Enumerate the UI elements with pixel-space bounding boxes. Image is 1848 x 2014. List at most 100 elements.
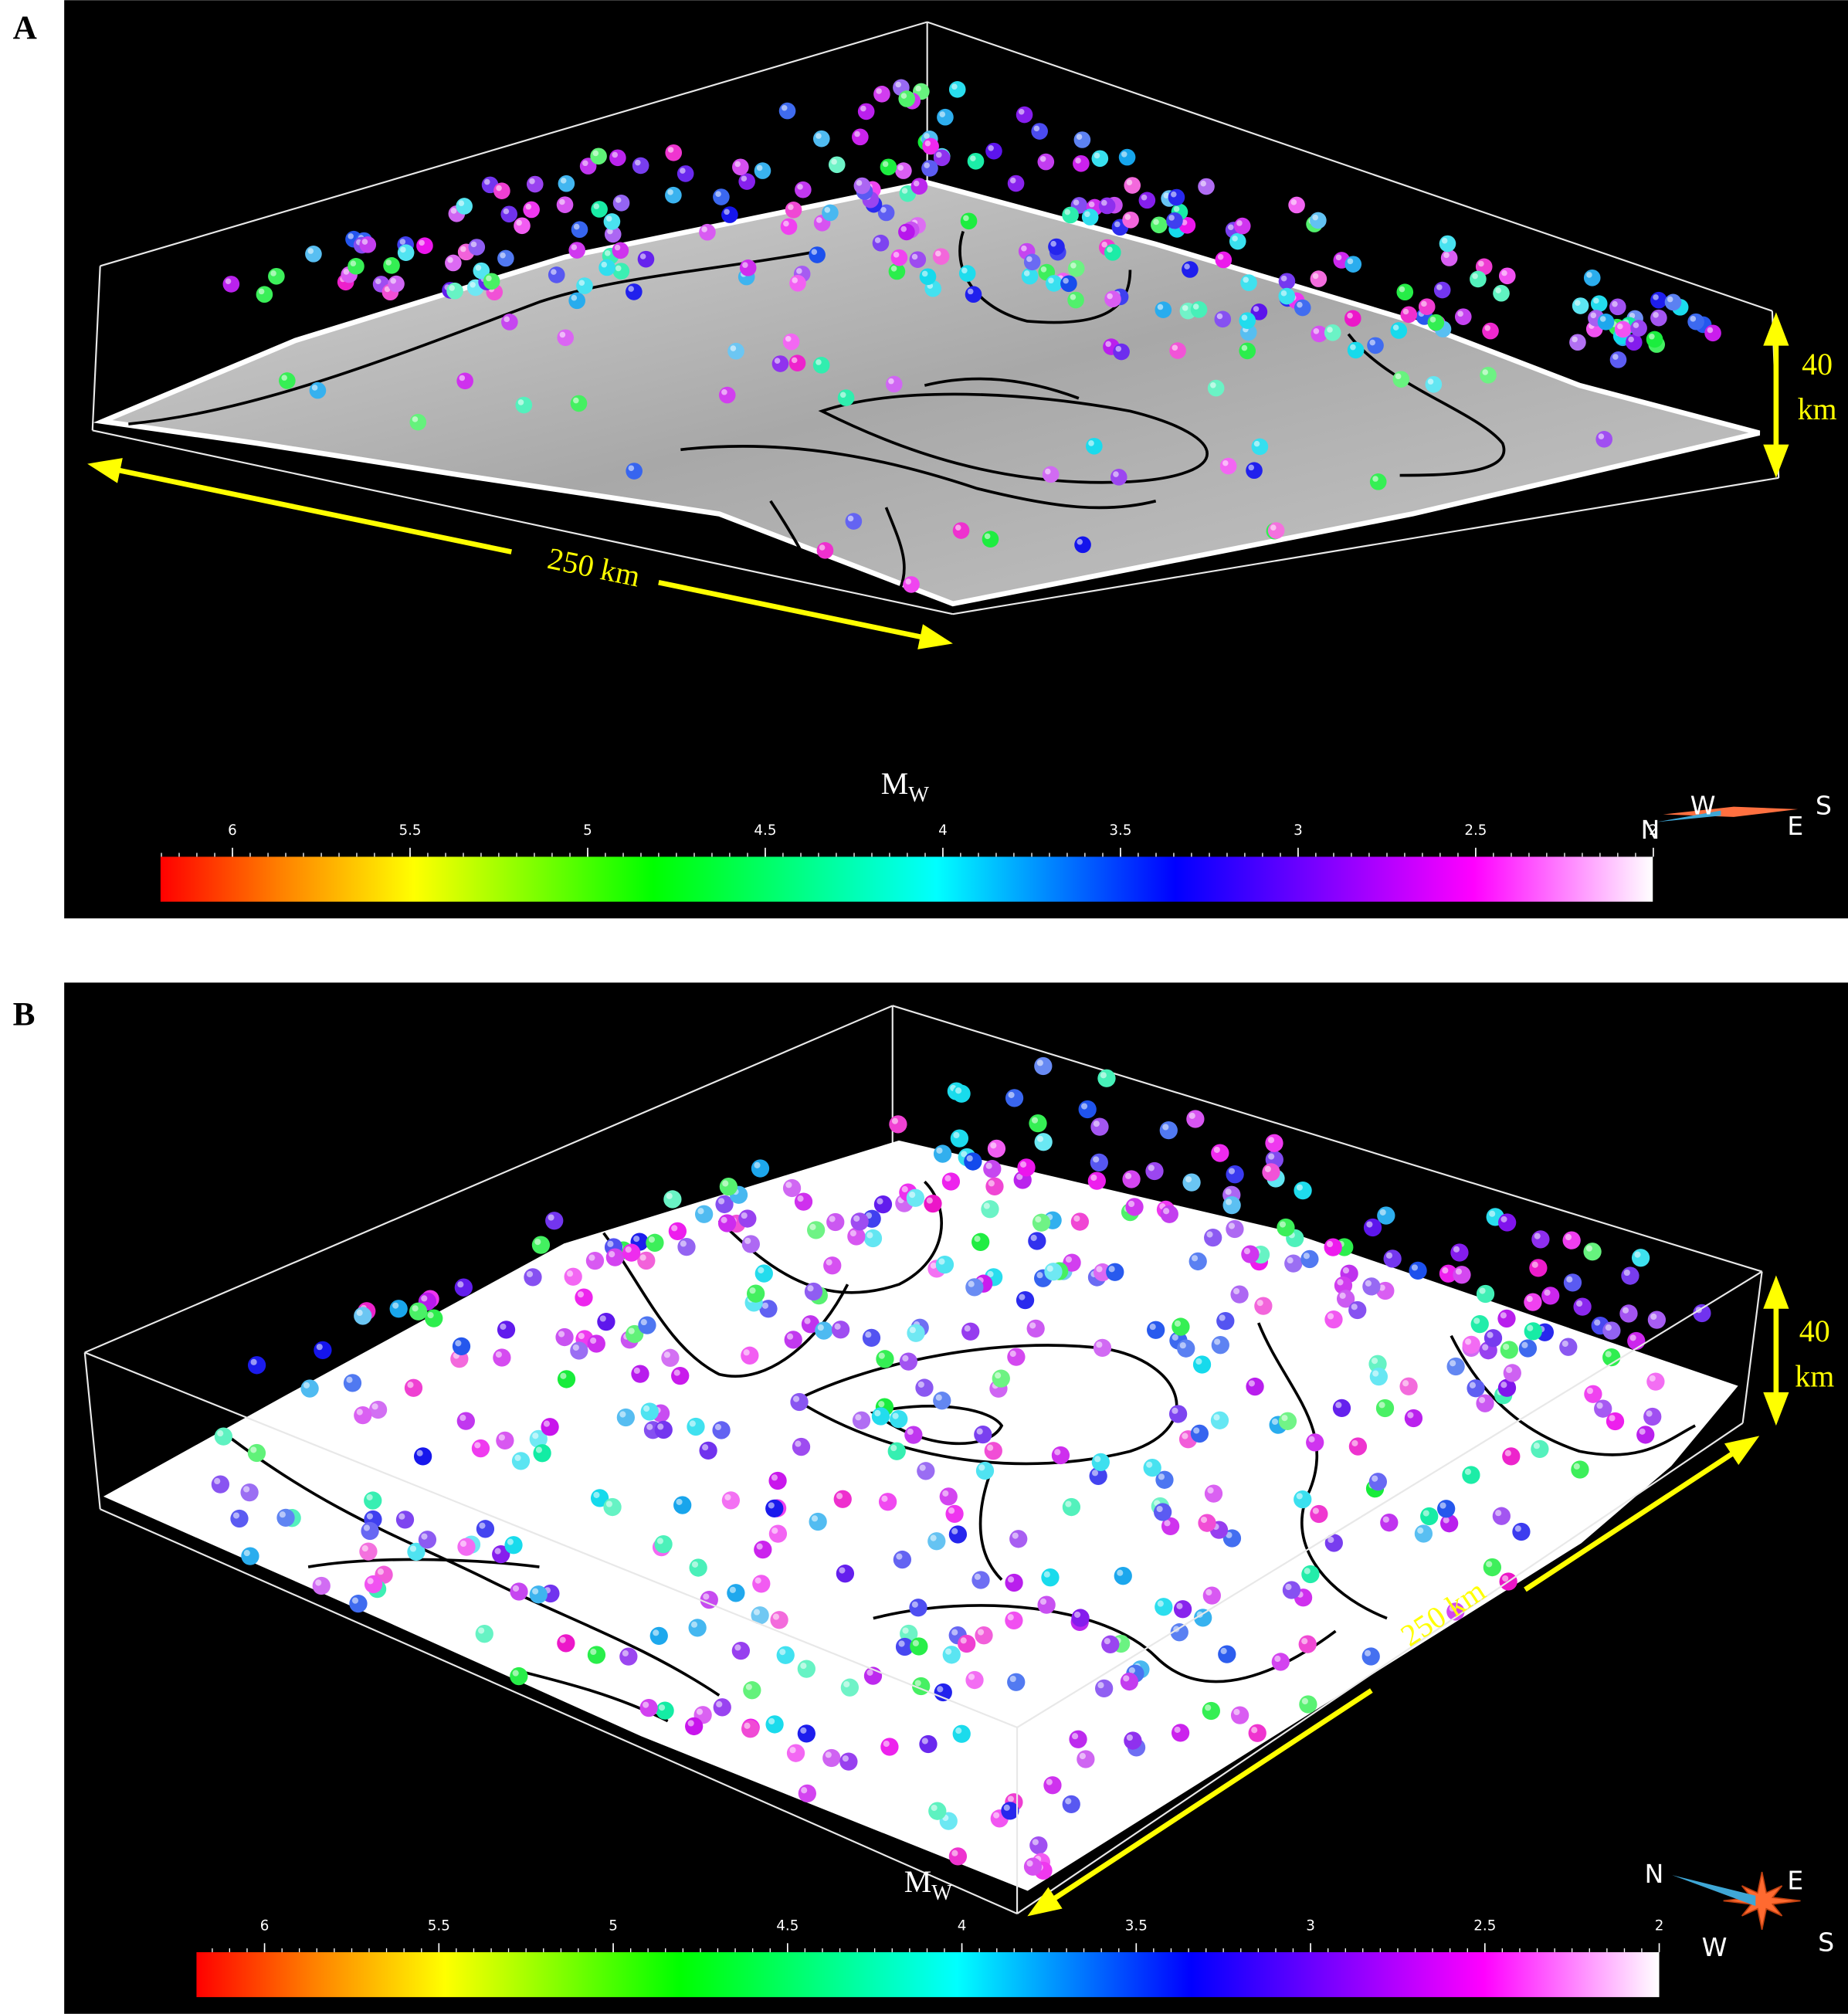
event-sphere bbox=[1097, 1069, 1116, 1087]
sphere-highlight bbox=[901, 188, 908, 194]
topography-surface bbox=[103, 1140, 1738, 1891]
sphere-highlight bbox=[258, 288, 265, 295]
sphere-highlight bbox=[1271, 1418, 1279, 1426]
sphere-highlight bbox=[1364, 1650, 1372, 1656]
sphere-highlight bbox=[1421, 300, 1427, 307]
event-sphere bbox=[354, 1307, 372, 1325]
event-sphere bbox=[919, 268, 937, 286]
sphere-highlight bbox=[967, 288, 974, 295]
sphere-highlight bbox=[1182, 305, 1188, 311]
sphere-highlight bbox=[797, 184, 803, 190]
event-sphere bbox=[985, 142, 1002, 160]
sphere-highlight bbox=[1598, 433, 1605, 439]
sphere-highlight bbox=[849, 1229, 856, 1237]
sphere-highlight bbox=[1179, 1342, 1186, 1349]
sphere-highlight bbox=[742, 262, 748, 268]
event-sphere bbox=[1071, 1609, 1090, 1627]
event-sphere bbox=[958, 1634, 976, 1653]
sphere-highlight bbox=[1217, 253, 1224, 260]
sphere-highlight bbox=[458, 200, 465, 206]
colorbar-tick-label: 3 bbox=[1294, 822, 1303, 839]
sphere-highlight bbox=[1544, 1289, 1551, 1296]
event-sphere bbox=[1188, 1252, 1207, 1271]
event-sphere bbox=[1171, 1724, 1190, 1742]
sphere-highlight bbox=[976, 1428, 983, 1435]
sphere-highlight bbox=[366, 1513, 374, 1520]
sphere-highlight bbox=[663, 1351, 670, 1358]
sphere-highlight bbox=[1079, 1752, 1086, 1760]
sphere-highlight bbox=[483, 178, 490, 185]
sphere-highlight bbox=[1379, 1209, 1386, 1216]
event-sphere bbox=[792, 1437, 811, 1456]
event-sphere bbox=[1584, 1385, 1602, 1403]
sphere-highlight bbox=[1264, 1165, 1271, 1172]
sphere-highlight bbox=[1222, 459, 1229, 466]
sphere-highlight bbox=[1088, 440, 1094, 446]
sphere-highlight bbox=[1328, 1536, 1334, 1544]
sphere-highlight bbox=[363, 1524, 371, 1531]
sphere-highlight bbox=[1639, 1428, 1646, 1435]
event-sphere bbox=[815, 1321, 833, 1340]
event-sphere bbox=[784, 1331, 802, 1349]
sphere-highlight bbox=[1146, 1461, 1153, 1468]
event-sphere bbox=[1627, 1331, 1646, 1351]
event-sphere bbox=[1440, 249, 1458, 266]
event-sphere bbox=[910, 178, 928, 195]
event-sphere bbox=[924, 1194, 942, 1213]
sphere-highlight bbox=[625, 1246, 632, 1253]
event-sphere bbox=[1630, 320, 1647, 337]
sphere-highlight bbox=[715, 191, 721, 197]
sphere-highlight bbox=[1285, 1583, 1292, 1591]
event-sphere bbox=[713, 188, 730, 205]
event-sphere bbox=[1646, 1372, 1665, 1391]
event-sphere bbox=[1190, 301, 1208, 318]
event-sphere bbox=[794, 1192, 813, 1211]
event-sphere bbox=[909, 251, 927, 268]
event-sphere bbox=[1619, 1304, 1638, 1323]
event-sphere bbox=[663, 1190, 682, 1209]
event-sphere bbox=[631, 1365, 649, 1383]
event-sphere bbox=[1229, 232, 1246, 250]
sphere-highlight bbox=[615, 265, 622, 272]
contour-line bbox=[1450, 1334, 1696, 1456]
depth-scale-label: 40 bbox=[1799, 1314, 1830, 1348]
event-sphere bbox=[982, 531, 999, 548]
event-sphere bbox=[873, 1195, 893, 1214]
event-sphere bbox=[857, 103, 875, 120]
event-sphere bbox=[952, 522, 970, 539]
sphere-highlight bbox=[1290, 199, 1297, 205]
event-sphere bbox=[1439, 235, 1456, 253]
event-sphere bbox=[1437, 1500, 1456, 1518]
event-sphere bbox=[1294, 299, 1311, 317]
sphere-highlight bbox=[936, 151, 942, 158]
sphere-highlight bbox=[987, 1444, 994, 1451]
event-sphere bbox=[927, 1532, 946, 1551]
event-sphere bbox=[928, 1802, 947, 1820]
colorbar-tick-label: 5.5 bbox=[428, 1918, 450, 1934]
event-sphere bbox=[1500, 1341, 1518, 1359]
sphere-highlight bbox=[785, 1182, 792, 1188]
event-sphere bbox=[497, 249, 514, 267]
event-sphere bbox=[812, 357, 830, 374]
event-sphere bbox=[727, 1584, 745, 1602]
sphere-highlight bbox=[1623, 1269, 1630, 1277]
sphere-highlight bbox=[951, 83, 958, 90]
event-sphere bbox=[496, 1431, 514, 1450]
sphere-highlight bbox=[1093, 1156, 1100, 1163]
sphere-highlight bbox=[988, 1180, 995, 1187]
event-sphere bbox=[1222, 1195, 1241, 1215]
event-sphere bbox=[1207, 379, 1225, 397]
sphere-highlight bbox=[1649, 1375, 1656, 1382]
sphere-highlight bbox=[512, 1670, 519, 1677]
event-sphere bbox=[661, 1348, 680, 1367]
sphere-highlight bbox=[756, 1543, 763, 1550]
event-sphere bbox=[1301, 1565, 1320, 1584]
event-sphere bbox=[622, 1243, 641, 1262]
sphere-highlight bbox=[891, 1117, 898, 1124]
event-sphere bbox=[1215, 251, 1233, 269]
sphere-highlight bbox=[964, 1325, 971, 1332]
sphere-highlight bbox=[815, 133, 822, 139]
event-sphere bbox=[731, 1642, 751, 1660]
sphere-highlight bbox=[1590, 312, 1597, 319]
sphere-highlight bbox=[1308, 1436, 1315, 1443]
